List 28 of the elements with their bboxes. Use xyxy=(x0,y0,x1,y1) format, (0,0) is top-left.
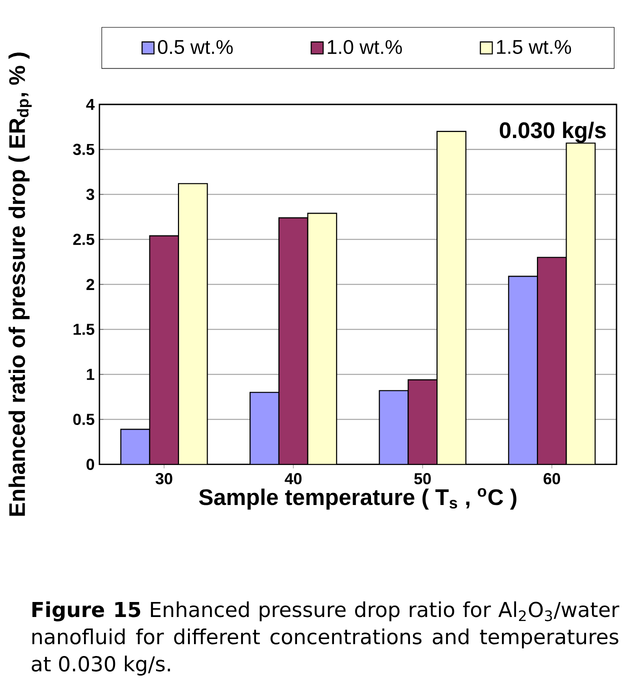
bar xyxy=(379,390,409,464)
bar xyxy=(250,392,280,464)
y-tick-label: 0 xyxy=(86,458,94,470)
y-tick-label: 1.5 xyxy=(74,324,94,335)
y-tick-label: 1 xyxy=(87,368,94,380)
x-tick-label: 30 xyxy=(156,473,172,484)
y-tick-label: 3.5 xyxy=(73,144,94,156)
y-tick-label: 0.5 xyxy=(73,414,94,426)
bar xyxy=(436,130,467,464)
x-tick-label: 40 xyxy=(284,473,302,484)
text: Figure 15 Enhanced pressure drop ratio for Al$_{2}$O$_{3}$/water nanofluid for different concentrations and temperatures at 0.030 kg/s. xyxy=(32,601,620,676)
x-tick-label: 60 xyxy=(544,473,560,484)
bar xyxy=(508,276,538,464)
legend-label: 1.0 wt.% xyxy=(328,40,402,54)
y-axis-title: Enhanced ratio of pressure drop ( ER$_{dp}$, % ) xyxy=(8,52,32,516)
y-tick-label: 4 xyxy=(86,98,95,110)
bar xyxy=(120,428,150,464)
legend-label: 0.5 wt.% xyxy=(158,40,233,54)
y-tick-label: 2 xyxy=(86,278,94,290)
y-tick-label: 2.5 xyxy=(73,234,94,246)
bar xyxy=(307,212,338,464)
legend-label: 1.5 wt.% xyxy=(497,40,572,54)
x-tick-label: 50 xyxy=(414,473,431,484)
bar xyxy=(566,142,596,464)
x-axis-title: Sample temperature ( T$_{s}$ , $^{o}$C ) xyxy=(199,488,517,510)
annotation: 0.030 kg/s xyxy=(500,122,606,143)
y-tick-label: 3 xyxy=(86,188,94,200)
bar xyxy=(178,183,208,464)
